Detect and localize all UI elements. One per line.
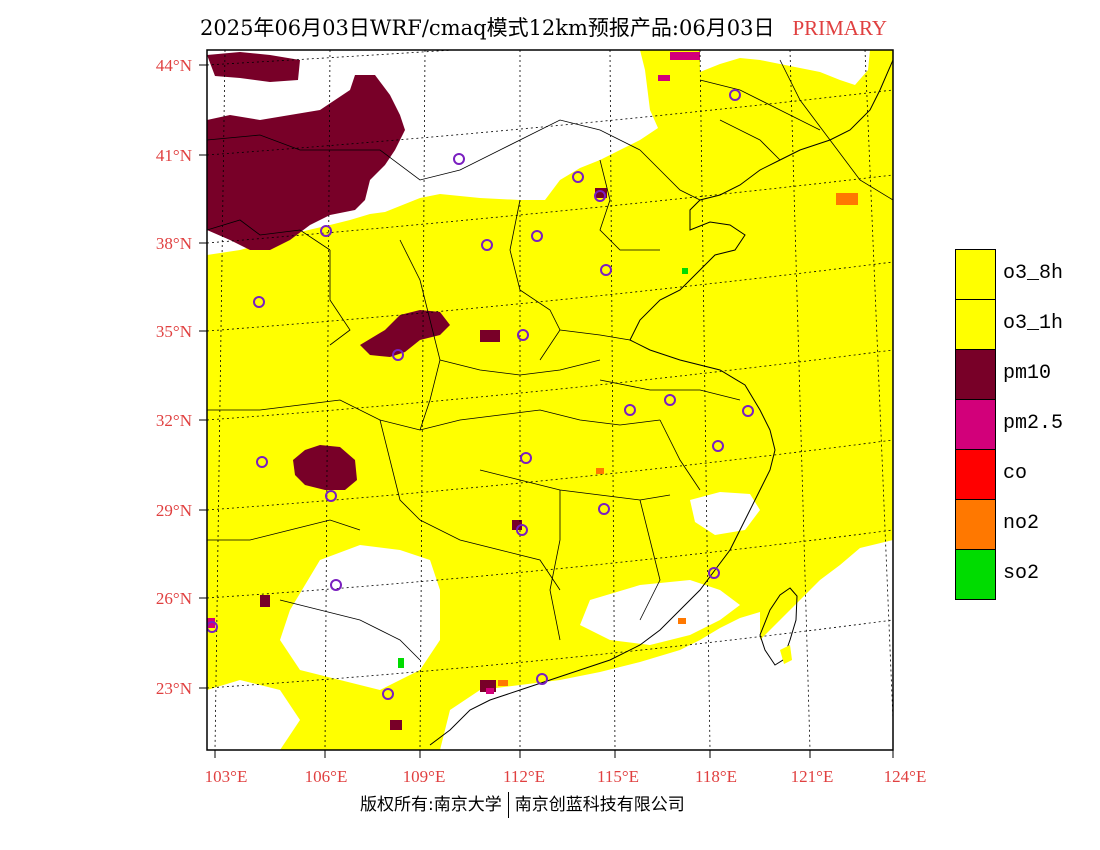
unfilled-patch-south-left (207, 680, 300, 750)
legend-swatch (955, 449, 996, 500)
pm10-spot (390, 720, 402, 730)
lat-label: 35°N (156, 322, 192, 341)
lon-label: 106°E (305, 767, 348, 786)
taiwan-outline (759, 587, 798, 666)
unfilled-sea-east (760, 540, 893, 750)
pm25-spot (486, 688, 494, 694)
pm10-spot (480, 330, 500, 342)
legend-label: pm2.5 (1003, 412, 1064, 435)
primary-badge: PRIMARY (792, 16, 887, 40)
legend-label: co (1003, 462, 1028, 485)
pm10-region-north (207, 75, 405, 250)
lon-label: 118°E (695, 767, 737, 786)
legend-swatch (955, 499, 996, 550)
no2-spot (498, 680, 508, 686)
legend-swatch (955, 399, 996, 450)
copyright-footer: 版权所有:南京大学 南京创蓝科技有限公司 (360, 790, 685, 818)
lat-label: 23°N (156, 679, 192, 698)
legend-swatch (955, 549, 996, 600)
legend-label: o3_1h (1003, 312, 1064, 335)
map-title: 2025年06月03日WRF/cmaq模式12km预报产品:06月03日 PRIM… (200, 12, 887, 42)
footer-divider (507, 792, 509, 818)
station-markers (207, 89, 754, 700)
lat-label: 44°N (156, 56, 192, 75)
title-text: 2025年06月03日WRF/cmaq模式12km预报产品:06月03日 (200, 16, 775, 40)
legend-label: o3_8h (1003, 262, 1064, 285)
copyright-right: 南京创蓝科技有限公司 (514, 795, 685, 815)
lon-label: 121°E (791, 767, 834, 786)
lat-label: 26°N (156, 589, 192, 608)
legend-swatch (955, 349, 996, 400)
legend-swatch (955, 249, 996, 300)
lon-label: 103°E (205, 767, 248, 786)
unfilled-patch-southeast (580, 580, 740, 645)
legend-swatch (955, 299, 996, 350)
pm10-region-top (207, 52, 300, 82)
legend-label: so2 (1003, 562, 1040, 585)
so2-spot (398, 658, 404, 668)
pm10-spot (595, 188, 607, 198)
lat-label: 32°N (156, 411, 192, 430)
lat-label: 41°N (156, 146, 192, 165)
coastline (429, 59, 893, 746)
no2-spot (678, 618, 686, 624)
province-borders (207, 59, 893, 661)
graticule (207, 50, 893, 750)
pm10-spot (512, 520, 522, 530)
copyright-left: 版权所有:南京大学 (360, 795, 502, 815)
pm25-spot (658, 75, 670, 81)
unfilled-northeast (700, 50, 870, 85)
no2-spot (836, 193, 858, 205)
no2-spot (596, 468, 604, 474)
lon-label: 112°E (503, 767, 545, 786)
taiwan-fill (780, 645, 792, 664)
pm10-region-loess (360, 310, 450, 357)
legend-label: no2 (1003, 512, 1040, 535)
map-frame (206, 49, 894, 751)
lat-label: 38°N (156, 234, 192, 253)
map-field (207, 50, 893, 750)
pm10-region-sichuan (293, 445, 357, 490)
pm25-spot (670, 52, 700, 60)
pm10-spot (260, 595, 270, 607)
lat-labels: 44°N 41°N 38°N 35°N 32°N 29°N 26°N 23°N (156, 56, 192, 698)
unfilled-patch-southwest (280, 545, 440, 690)
lon-labels: 103°E 106°E 109°E 112°E 115°E 118°E 121°… (205, 767, 927, 786)
so2-spot (682, 268, 688, 274)
legend-label: pm10 (1003, 362, 1052, 385)
lon-axis (214, 750, 894, 758)
lon-label: 109°E (403, 767, 446, 786)
lon-label: 115°E (597, 767, 639, 786)
lat-axis (199, 64, 207, 689)
lat-label: 29°N (156, 501, 192, 520)
lon-label: 124°E (884, 767, 927, 786)
